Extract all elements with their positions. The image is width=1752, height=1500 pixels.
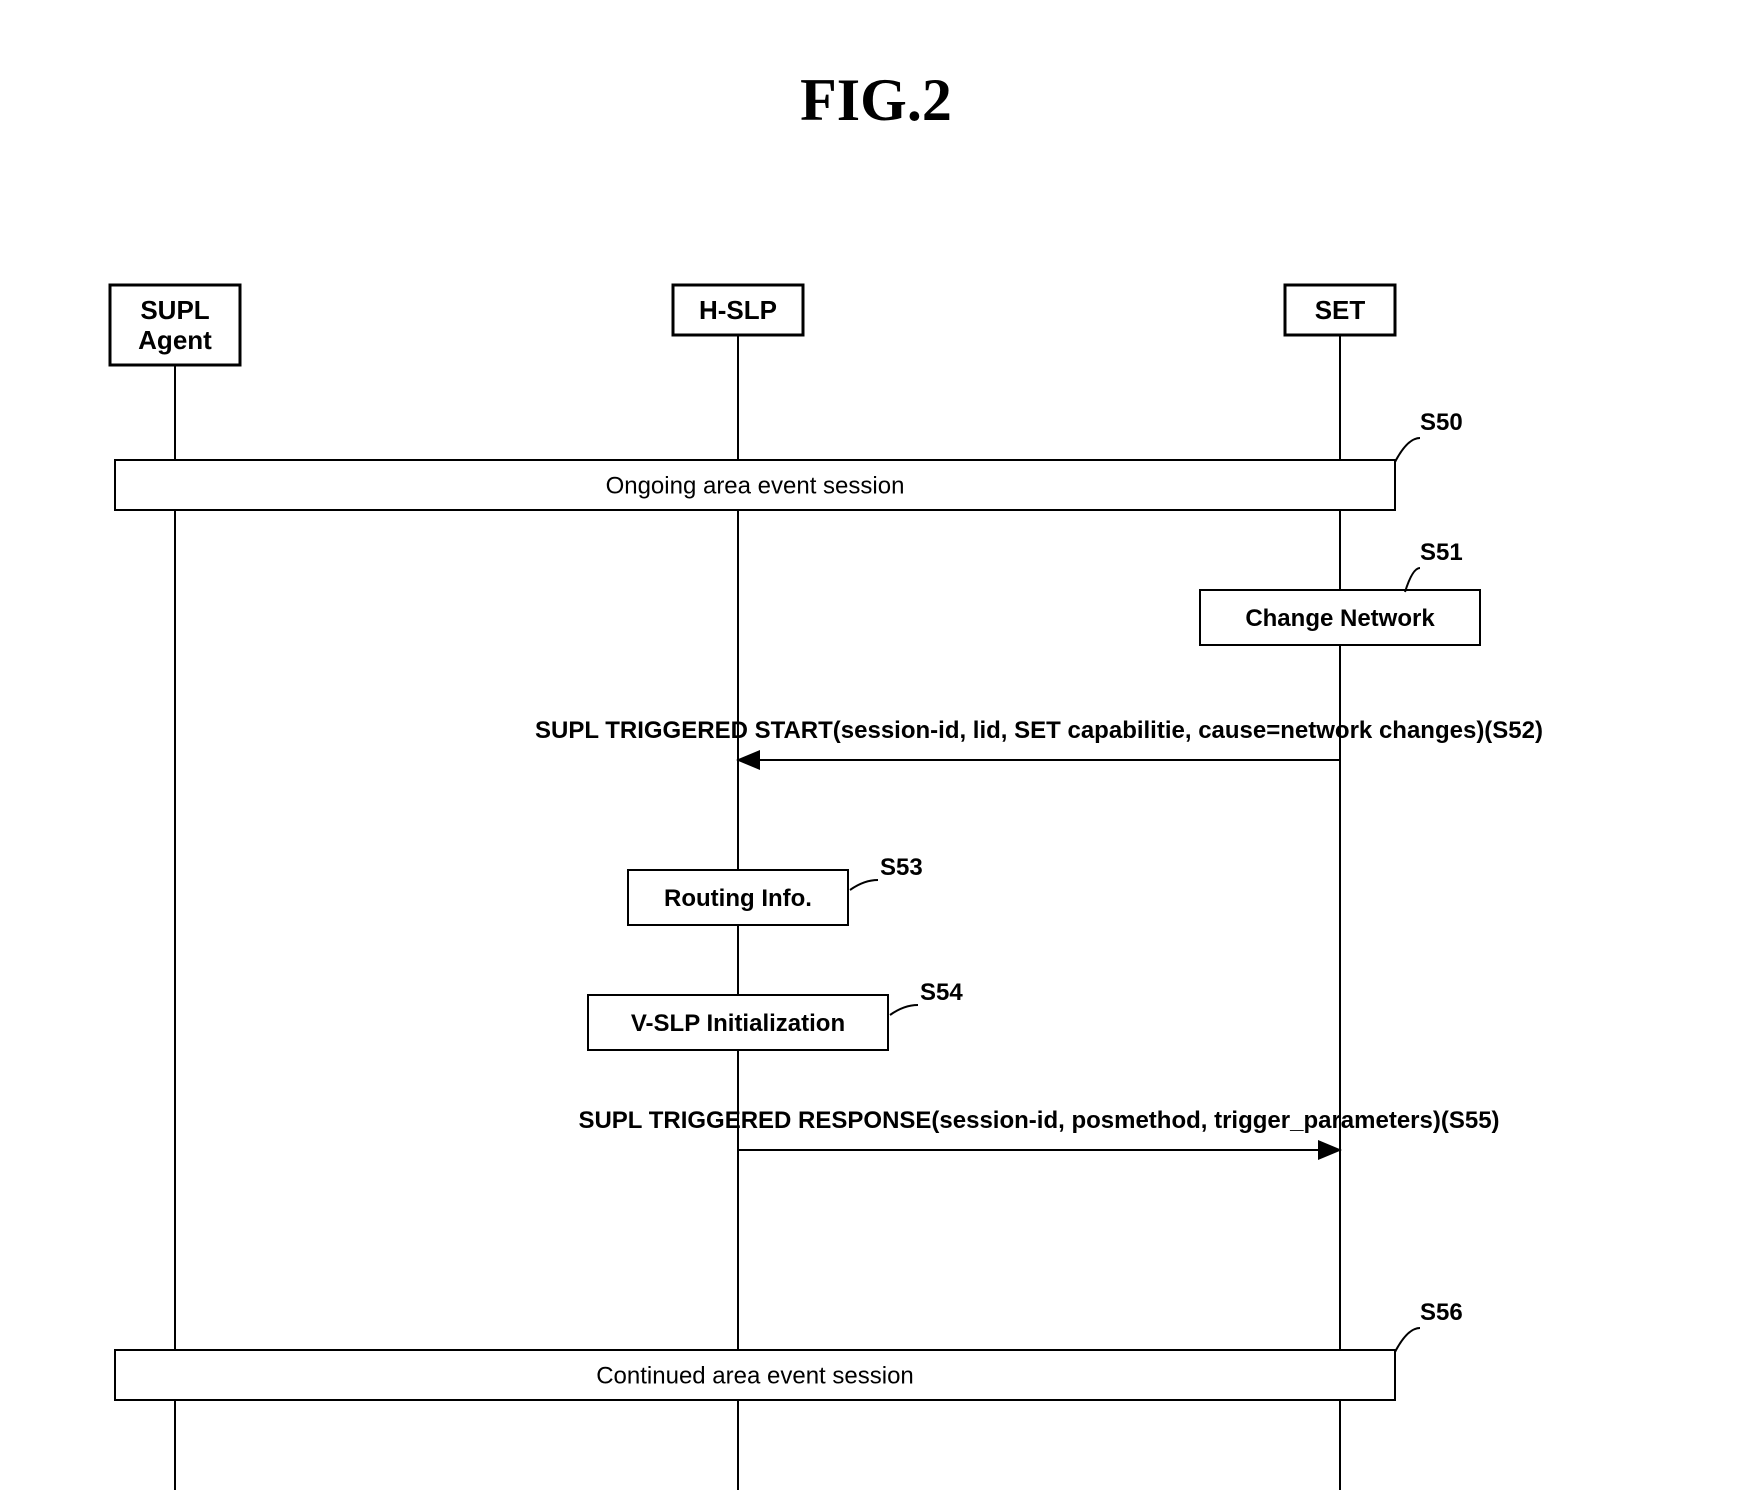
- step-label-vslp-init: S54: [920, 979, 963, 1006]
- leader-s50: [1395, 438, 1420, 462]
- lifeline-label-supl-agent: SUPL: [140, 295, 209, 325]
- step-label-s56: S56: [1420, 1299, 1463, 1326]
- step-label-routing-info: S53: [880, 854, 923, 881]
- figure-title: FIG.2: [800, 67, 952, 133]
- box-label-vslp-init: V-SLP Initialization: [631, 1010, 845, 1037]
- box-label-routing-info: Routing Info.: [664, 885, 812, 912]
- message-text-s52: SUPL TRIGGERED START(session-id, lid, SE…: [535, 717, 1543, 744]
- leader-routing-info: [850, 880, 878, 890]
- span-label-s50: Ongoing area event session: [606, 472, 905, 499]
- message-text-s55: SUPL TRIGGERED RESPONSE(session-id, posm…: [578, 1107, 1499, 1134]
- span-label-s56: Continued area event session: [596, 1362, 914, 1389]
- leader-vslp-init: [890, 1005, 918, 1015]
- lifeline-label-supl-agent: Agent: [138, 325, 212, 355]
- lifeline-label-set: SET: [1315, 295, 1366, 325]
- leader-change-network: [1405, 568, 1420, 592]
- box-label-change-network: Change Network: [1245, 605, 1435, 632]
- leader-s56: [1395, 1328, 1420, 1352]
- lifeline-label-h-slp: H-SLP: [699, 295, 777, 325]
- step-label-s50: S50: [1420, 409, 1463, 436]
- step-label-change-network: S51: [1420, 539, 1463, 566]
